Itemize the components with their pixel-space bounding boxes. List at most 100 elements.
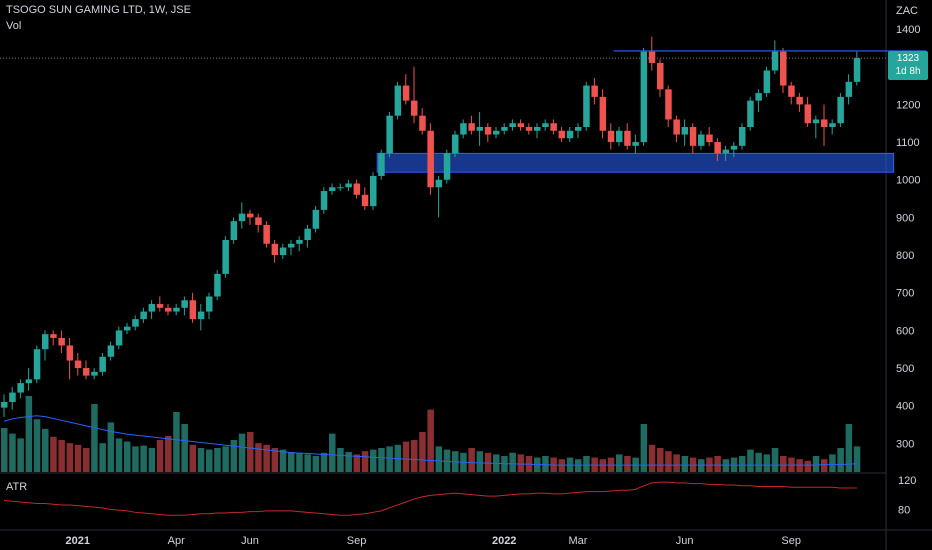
candle[interactable] [58,330,65,353]
symbol-title[interactable]: TSOGO SUN GAMING LTD, 1W, JSE [6,4,191,16]
candle[interactable] [640,47,648,146]
candle[interactable] [763,66,771,97]
candle[interactable] [616,127,623,146]
candle[interactable] [632,134,639,154]
candle[interactable] [255,213,262,233]
candle[interactable] [460,119,467,139]
candle[interactable] [829,119,836,135]
candle[interactable] [575,123,582,139]
candle[interactable] [238,202,246,229]
candle[interactable] [648,36,656,71]
candle[interactable] [796,93,803,112]
candle[interactable] [66,337,74,380]
candle[interactable] [681,119,689,146]
candle[interactable] [9,386,16,410]
candle[interactable] [230,217,238,244]
candle[interactable] [419,108,426,135]
candle[interactable] [247,209,254,225]
candle[interactable] [566,127,574,143]
candle[interactable] [755,89,762,112]
candle[interactable] [181,296,188,316]
candle[interactable] [320,187,328,214]
time-axis[interactable]: 2021 Apr Jun Sep 2022 Mar Jun Sep [66,535,801,547]
candle[interactable] [804,96,812,127]
candle[interactable] [17,379,24,399]
candle[interactable] [558,127,566,143]
candle[interactable] [115,326,123,350]
candle[interactable] [730,142,738,158]
candle[interactable] [42,330,49,361]
candle[interactable] [550,119,557,135]
candle[interactable] [739,123,746,150]
candle[interactable] [812,115,820,139]
candle[interactable] [345,179,352,192]
candle[interactable] [821,104,828,146]
candle[interactable] [599,89,607,139]
candle[interactable] [673,115,680,143]
candle[interactable] [714,138,721,161]
candle[interactable] [296,236,303,252]
candle[interactable] [140,307,147,323]
candle[interactable] [337,183,344,192]
candle[interactable] [780,47,787,94]
candle[interactable] [509,119,516,131]
candle[interactable] [657,59,664,97]
candle[interactable] [394,81,402,120]
candle[interactable] [722,145,730,161]
atr-label[interactable]: ATR [6,481,28,493]
candle[interactable] [607,123,615,150]
candle[interactable] [427,123,434,195]
candle[interactable] [124,322,131,335]
candle[interactable] [706,127,713,146]
candle[interactable] [74,353,82,376]
candle[interactable] [312,206,320,233]
candle[interactable] [107,341,115,361]
candle[interactable] [99,353,106,376]
candle[interactable] [91,368,98,380]
candle[interactable] [386,111,393,158]
candle[interactable] [476,111,484,146]
candle[interactable] [443,149,451,184]
candle[interactable] [771,40,779,75]
candle[interactable] [747,96,754,131]
candle[interactable] [156,296,164,312]
candle[interactable] [361,187,369,210]
candle[interactable] [845,74,853,105]
candle[interactable] [197,304,205,331]
candle[interactable] [665,85,672,127]
candle[interactable] [353,179,361,199]
price-axis[interactable]: 1400130012001100100090080070060050040030… [896,24,920,516]
candle[interactable] [370,172,377,210]
candle[interactable] [788,81,795,105]
candle[interactable] [452,130,459,158]
candle[interactable] [271,240,279,263]
candle[interactable] [501,123,508,135]
candle[interactable] [214,270,221,301]
candle[interactable] [165,304,172,316]
candle[interactable] [222,236,229,278]
candle[interactable] [173,304,180,316]
candle[interactable] [484,123,492,143]
candle[interactable] [468,115,475,135]
candle[interactable] [132,315,139,331]
candle[interactable] [329,183,336,195]
candle[interactable] [698,130,705,150]
candle[interactable] [624,123,631,150]
candle[interactable] [542,119,549,131]
candle[interactable] [288,240,295,256]
candle[interactable] [189,292,197,323]
candle[interactable] [50,330,57,346]
candle[interactable] [378,149,385,180]
candle[interactable] [304,224,311,248]
candle[interactable] [402,74,410,105]
candle[interactable] [263,221,270,248]
candle[interactable] [591,78,598,105]
candle[interactable] [83,360,90,380]
candle[interactable] [517,119,525,131]
candle[interactable] [411,66,418,124]
candle[interactable] [435,175,443,218]
candle[interactable] [148,300,156,320]
candle[interactable] [583,81,590,131]
candle[interactable] [853,51,861,86]
